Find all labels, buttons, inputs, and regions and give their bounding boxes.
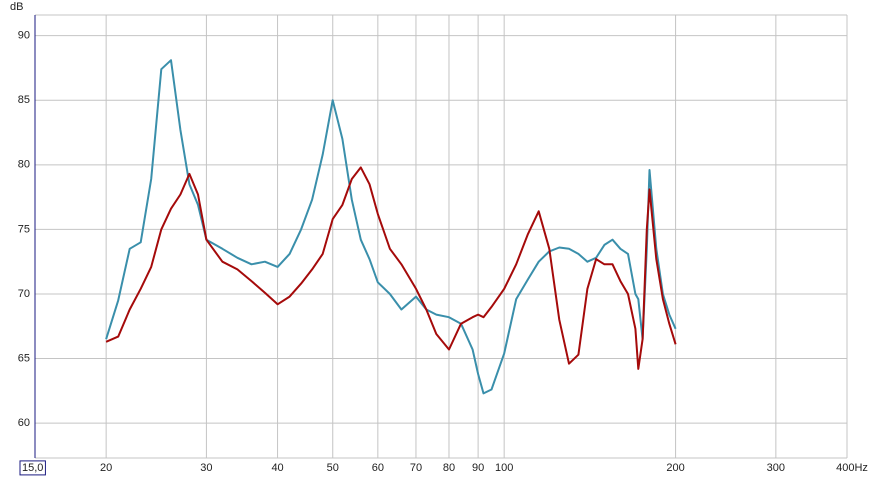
x-tick-label: 60 <box>372 462 384 474</box>
x-tick-label: 90 <box>472 462 484 474</box>
x-tick-label: 200 <box>666 462 684 474</box>
series-line <box>105 166 677 370</box>
plot <box>105 59 677 395</box>
x-tick-label: 70 <box>410 462 422 474</box>
grid <box>35 14 848 459</box>
x-tick-label: 15,0 <box>22 462 43 474</box>
x-tick-label: 400Hz <box>836 462 868 474</box>
tick-labels: 60 65 70 75 80 85 90 15,0 20 30 40 50 60 70 80 90 100 200… <box>18 30 868 476</box>
x-tick-label: 30 <box>200 462 212 474</box>
y-tick-label: 75 <box>18 223 30 235</box>
y-tick-label: 60 <box>18 417 30 429</box>
x-tick-label: 40 <box>271 462 283 474</box>
x-tick-label: 300 <box>767 462 785 474</box>
x-tick-label: 20 <box>100 462 112 474</box>
y-tick-label: 80 <box>18 159 30 171</box>
y-axis-label: dB <box>10 1 23 13</box>
y-tick-label: 70 <box>18 288 30 300</box>
x-tick-label: 80 <box>443 462 455 474</box>
y-tick-label: 65 <box>18 352 30 364</box>
y-tick-label: 90 <box>18 30 30 42</box>
y-tick-label: 85 <box>18 94 30 106</box>
x-start-box <box>19 460 46 476</box>
x-tick-label: 100 <box>495 462 513 474</box>
x-tick-label: 50 <box>327 462 339 474</box>
